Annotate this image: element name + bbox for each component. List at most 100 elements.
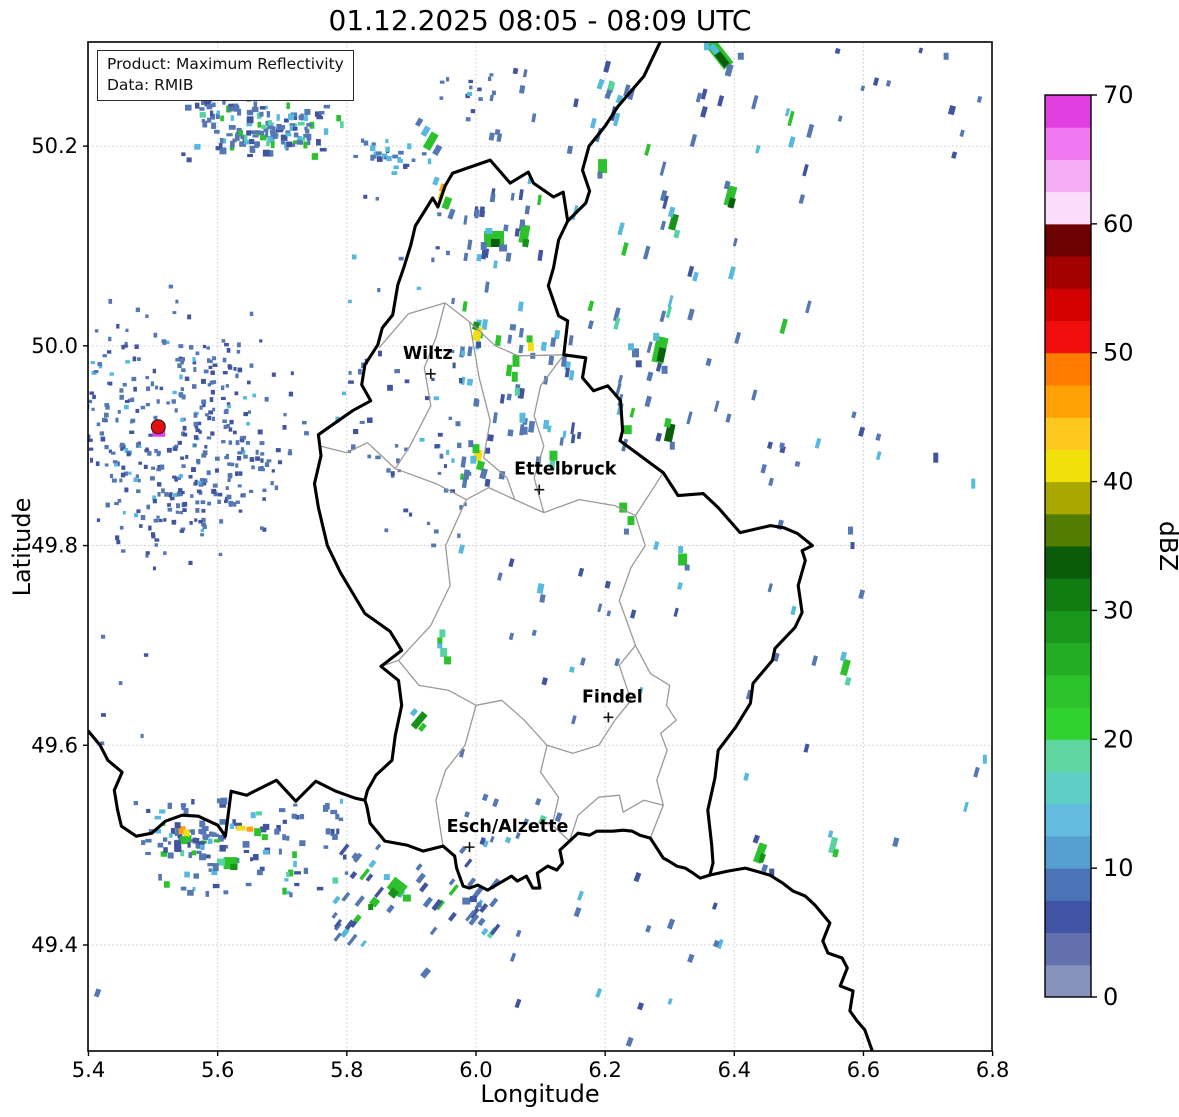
echo-cell bbox=[446, 449, 450, 456]
echo-cell bbox=[225, 486, 229, 491]
echo-cell bbox=[239, 436, 244, 441]
echo-cell bbox=[471, 326, 483, 342]
echo-cell bbox=[209, 110, 214, 117]
echo-cell bbox=[724, 63, 734, 77]
echo-cell bbox=[338, 817, 344, 822]
echo-cell bbox=[441, 196, 453, 210]
echo-cell bbox=[662, 195, 669, 210]
echo-cell bbox=[148, 433, 153, 437]
echo-cell bbox=[108, 449, 112, 453]
echo-cell bbox=[653, 332, 660, 341]
echo-cell bbox=[214, 129, 220, 134]
echo-cell bbox=[349, 871, 358, 880]
echo-cell bbox=[527, 342, 534, 352]
echo-cell bbox=[109, 372, 114, 376]
echo-cell bbox=[858, 426, 866, 437]
echo-cell bbox=[509, 952, 517, 963]
echo-cell bbox=[488, 132, 495, 141]
echo-cell bbox=[676, 582, 683, 590]
echo-cell bbox=[182, 508, 187, 512]
echo-cell bbox=[468, 913, 480, 926]
echo-cell bbox=[228, 440, 233, 445]
echo-cell bbox=[333, 932, 342, 942]
echo-cell bbox=[135, 408, 140, 413]
echo-cell bbox=[206, 436, 212, 440]
echo-cell bbox=[195, 508, 200, 513]
echo-cell bbox=[427, 158, 432, 165]
echo-cell bbox=[190, 494, 194, 498]
echo-cell bbox=[333, 918, 343, 929]
echo-cell bbox=[751, 94, 759, 110]
echo-cell bbox=[208, 365, 213, 369]
echo-cell bbox=[182, 501, 188, 507]
echo-cell bbox=[143, 464, 148, 469]
echo-cell bbox=[393, 165, 399, 170]
echo-cell bbox=[336, 115, 341, 122]
echo-cell bbox=[247, 410, 251, 414]
echo-cell bbox=[222, 835, 227, 840]
echo-cell bbox=[265, 131, 269, 138]
echo-cell bbox=[963, 801, 969, 813]
colorbar-segment bbox=[1045, 964, 1091, 998]
echo-cell bbox=[444, 656, 452, 665]
echo-cell bbox=[230, 140, 235, 148]
echo-cell bbox=[265, 120, 270, 126]
echo-cell bbox=[179, 529, 185, 533]
canton-border bbox=[568, 794, 664, 842]
echo-cell bbox=[270, 141, 275, 149]
echo-cell bbox=[145, 386, 151, 392]
echo-cell bbox=[131, 376, 137, 382]
echo-cell bbox=[472, 886, 484, 899]
echo-cell bbox=[179, 358, 185, 363]
echo-cell bbox=[646, 371, 654, 382]
echo-cell bbox=[331, 911, 338, 919]
echo-cell bbox=[157, 465, 162, 470]
echo-cell bbox=[678, 553, 688, 566]
echo-cell bbox=[325, 828, 331, 835]
echo-cell bbox=[695, 92, 702, 103]
echo-cell bbox=[573, 906, 582, 918]
echo-cell bbox=[466, 471, 472, 476]
echo-cell bbox=[466, 378, 474, 386]
echo-cell bbox=[167, 503, 171, 507]
echo-cell bbox=[292, 116, 298, 120]
echo-cell bbox=[193, 435, 199, 440]
echo-cell bbox=[292, 851, 297, 859]
echo-cell bbox=[451, 458, 455, 463]
echo-cell bbox=[289, 123, 296, 127]
echo-cell bbox=[737, 52, 744, 60]
echo-cell bbox=[186, 157, 192, 163]
echo-cell bbox=[252, 134, 259, 138]
echo-cell bbox=[299, 840, 306, 847]
echo-cell bbox=[114, 461, 119, 467]
colorbar-segment bbox=[1045, 95, 1091, 128]
echo-cell bbox=[353, 914, 362, 924]
echo-cell bbox=[515, 929, 522, 938]
echo-cell bbox=[271, 469, 275, 473]
echo-cell bbox=[352, 852, 363, 863]
echo-cell bbox=[134, 344, 139, 349]
colorbar-segment bbox=[1045, 159, 1091, 193]
echo-cell bbox=[175, 358, 181, 362]
echo-cell bbox=[44, 384, 49, 387]
echo-cell bbox=[224, 455, 229, 460]
echo-cell bbox=[411, 158, 416, 163]
echo-cell bbox=[518, 344, 524, 354]
echo-cell bbox=[123, 344, 128, 348]
echo-cell bbox=[195, 351, 200, 356]
echo-cell bbox=[284, 141, 288, 149]
echo-cell bbox=[180, 803, 187, 808]
echo-cell bbox=[655, 432, 663, 442]
echo-cell bbox=[189, 521, 193, 525]
canton-border bbox=[539, 745, 571, 842]
echo-cell bbox=[237, 451, 243, 455]
echo-cell bbox=[251, 465, 255, 470]
echo-cell bbox=[262, 527, 267, 532]
echo-cell bbox=[503, 224, 509, 232]
echo-cell bbox=[450, 489, 456, 494]
echo-cell bbox=[432, 176, 440, 186]
echo-cell bbox=[918, 47, 924, 54]
echo-cell bbox=[194, 102, 200, 109]
echo-cell bbox=[297, 135, 302, 142]
product-info-box: Product: Maximum Reflectivity Data: RMIB bbox=[97, 50, 354, 101]
